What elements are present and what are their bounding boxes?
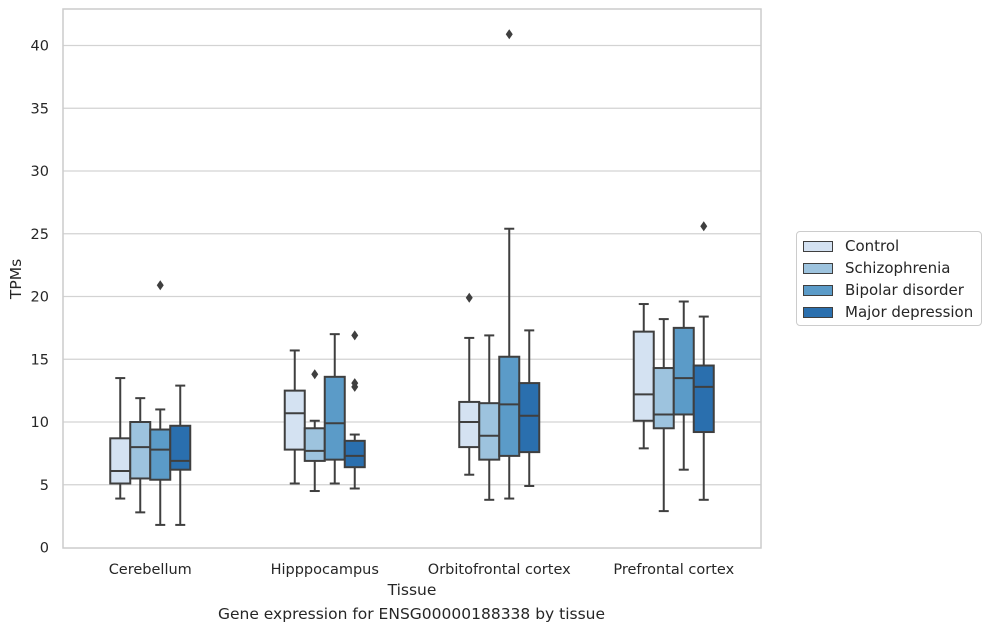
- box-group-control-hipppocampus: [283, 349, 306, 485]
- outlier-bipolar-disorder-orbitofrontal-cortex-0: [505, 29, 513, 40]
- box-group-schizophrenia-orbitofrontal-cortex: [478, 334, 501, 501]
- legend-label-major-depression: Major depression: [845, 303, 974, 321]
- plot-frame: [62, 8, 762, 549]
- legend-swatch-schizophrenia: [803, 262, 833, 274]
- legend-item-bipolar-disorder: Bipolar disorder: [803, 279, 964, 301]
- box-group-control-prefrontal-cortex: [632, 303, 655, 450]
- outlier-control-orbitofrontal-cortex-0: [465, 292, 473, 303]
- y-tick-labels: 0 5 10 15 20 25 30 35 40: [31, 39, 49, 557]
- box-group-major-depression-prefrontal-cortex: [692, 221, 715, 501]
- y-tick-label-10: 10: [31, 415, 49, 431]
- box-plot-area: [109, 29, 715, 526]
- y-tick-label-0: 0: [40, 541, 49, 557]
- box-group-control-orbitofrontal-cortex: [458, 292, 481, 476]
- y-tick-label-35: 35: [31, 101, 49, 117]
- x-tick-label-orbitofrontal-cortex: Orbitofrontal cortex: [428, 562, 571, 578]
- box-major-depression-cerebellum: [169, 424, 192, 471]
- box-control-prefrontal-cortex: [632, 330, 655, 422]
- box-control-hipppocampus: [283, 389, 306, 451]
- legend-label-schizophrenia: Schizophrenia: [845, 259, 951, 277]
- outlier-major-depression-hipppocampus-1: [351, 378, 359, 389]
- legend-label-control: Control: [845, 237, 900, 255]
- outlier-major-depression-prefrontal-cortex-0: [700, 221, 708, 232]
- box-schizophrenia-hipppocampus: [303, 427, 326, 462]
- box-group-bipolar-disorder-orbitofrontal-cortex: [498, 29, 521, 500]
- figure-caption: Gene expression for ENSG00000188338 by t…: [217, 605, 606, 623]
- box-group-major-depression-orbitofrontal-cortex: [518, 329, 541, 488]
- box-group-bipolar-disorder-hipppocampus: [323, 333, 346, 485]
- box-bipolar-disorder-prefrontal-cortex: [672, 326, 695, 416]
- legend-swatch-bipolar-disorder: [803, 284, 833, 296]
- box-schizophrenia-prefrontal-cortex: [652, 367, 675, 430]
- y-tick-label-40: 40: [31, 39, 49, 55]
- legend-swatch-control: [803, 240, 833, 252]
- box-schizophrenia-cerebellum: [129, 421, 152, 480]
- y-tick-label-30: 30: [31, 164, 49, 180]
- y-axis-title: TPMs: [7, 259, 25, 300]
- x-tick-label-prefrontal-cortex: Prefrontal cortex: [613, 562, 734, 578]
- legend-item-schizophrenia: Schizophrenia: [803, 257, 950, 279]
- outlier-major-depression-hipppocampus-2: [351, 330, 359, 341]
- x-tick-label-cerebellum: Cerebellum: [109, 562, 192, 578]
- box-group-major-depression-hipppocampus: [343, 330, 366, 490]
- box-group-control-cerebellum: [109, 377, 132, 500]
- x-tick-labels: Cerebellum Hipppocampus Orbitofrontal cort…: [109, 562, 735, 578]
- box-group-major-depression-cerebellum: [169, 384, 192, 526]
- y-tick-label-25: 25: [31, 227, 49, 243]
- legend-item-major-depression: Major depression: [803, 301, 973, 323]
- y-tick-label-5: 5: [40, 478, 49, 494]
- box-control-cerebellum: [109, 437, 132, 485]
- box-control-orbitofrontal-cortex: [458, 400, 481, 449]
- x-axis-title: Tissue: [387, 581, 437, 599]
- box-schizophrenia-orbitofrontal-cortex: [478, 402, 501, 461]
- y-tick-label-15: 15: [31, 352, 49, 368]
- legend: Control Schizophrenia Bipolar disorder M…: [796, 231, 982, 326]
- y-tick-label-20: 20: [31, 290, 49, 306]
- box-bipolar-disorder-hipppocampus: [323, 375, 346, 461]
- legend-swatch-major-depression: [803, 306, 833, 318]
- box-major-depression-prefrontal-cortex: [692, 364, 715, 434]
- x-tick-label-hipppocampus: Hipppocampus: [271, 562, 379, 578]
- box-bipolar-disorder-orbitofrontal-cortex: [498, 355, 521, 457]
- box-group-bipolar-disorder-cerebellum: [149, 280, 172, 526]
- box-group-schizophrenia-prefrontal-cortex: [652, 318, 675, 513]
- legend-label-bipolar-disorder: Bipolar disorder: [845, 281, 964, 299]
- outlier-bipolar-disorder-cerebellum-0: [156, 280, 164, 291]
- box-major-depression-orbitofrontal-cortex: [518, 382, 541, 454]
- box-group-schizophrenia-hipppocampus: [303, 369, 326, 493]
- box-group-bipolar-disorder-prefrontal-cortex: [672, 300, 695, 471]
- box-bipolar-disorder-cerebellum: [149, 428, 172, 481]
- legend-item-control: Control: [803, 235, 899, 257]
- box-major-depression-hipppocampus: [343, 439, 366, 469]
- box-group-schizophrenia-cerebellum: [129, 397, 152, 514]
- outlier-schizophrenia-hipppocampus-0: [311, 369, 319, 380]
